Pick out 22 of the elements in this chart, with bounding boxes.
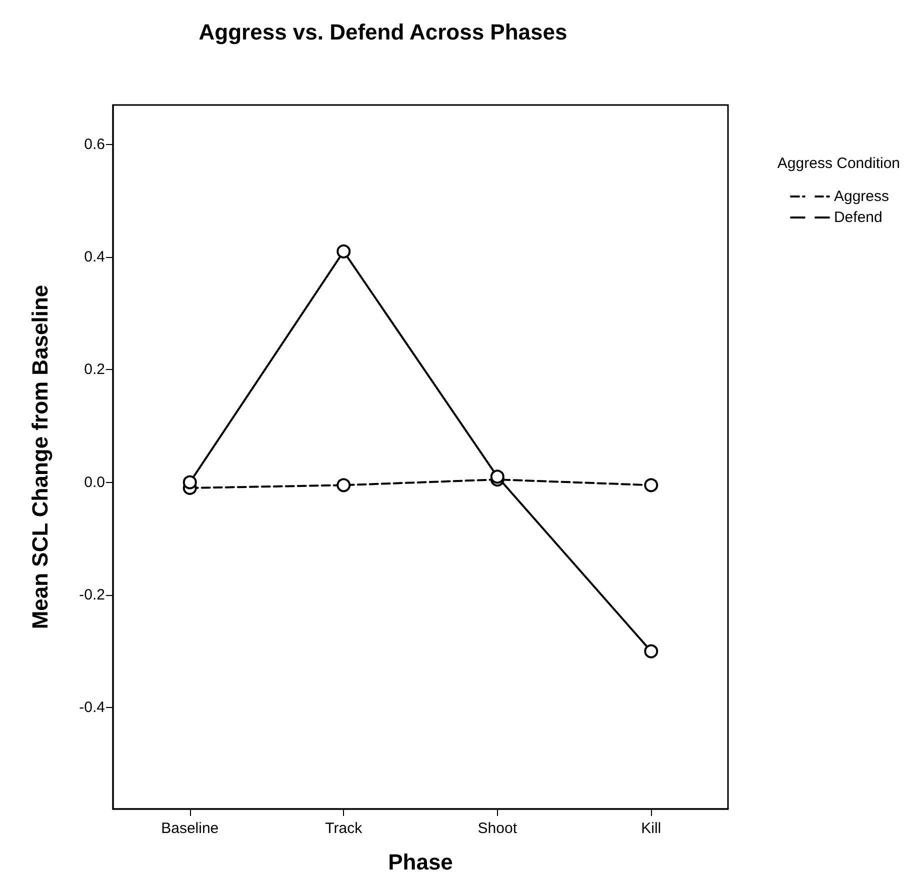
- x-tick-label: Shoot: [478, 820, 518, 837]
- chart-title: Aggress vs. Defend Across Phases: [198, 20, 568, 44]
- point: [490, 470, 504, 484]
- point: [644, 644, 658, 658]
- point: [644, 478, 658, 492]
- x-tick-label: Kill: [641, 820, 662, 837]
- legend-title: Aggress Condition: [777, 155, 900, 172]
- y-tick-label: -0.4: [79, 699, 105, 716]
- legend-label: Defend: [834, 209, 882, 226]
- point: [182, 475, 197, 490]
- y-tick-label: 0.0: [84, 474, 105, 491]
- y-tick-label: 0.4: [84, 248, 105, 266]
- x-tick-label: Track: [325, 820, 363, 837]
- x-tick-label: Baseline: [161, 820, 219, 837]
- y-tick-label: 0.2: [84, 361, 105, 378]
- legend-label: Aggress: [834, 188, 890, 205]
- point: [336, 478, 351, 492]
- point: [336, 244, 351, 258]
- y-tick-label: 0.6: [84, 136, 105, 153]
- y-axis-title: Mean SCL Change from Baseline: [28, 284, 52, 630]
- y-tick-label: -0.2: [79, 586, 105, 604]
- x-axis-title: Phase: [388, 850, 453, 874]
